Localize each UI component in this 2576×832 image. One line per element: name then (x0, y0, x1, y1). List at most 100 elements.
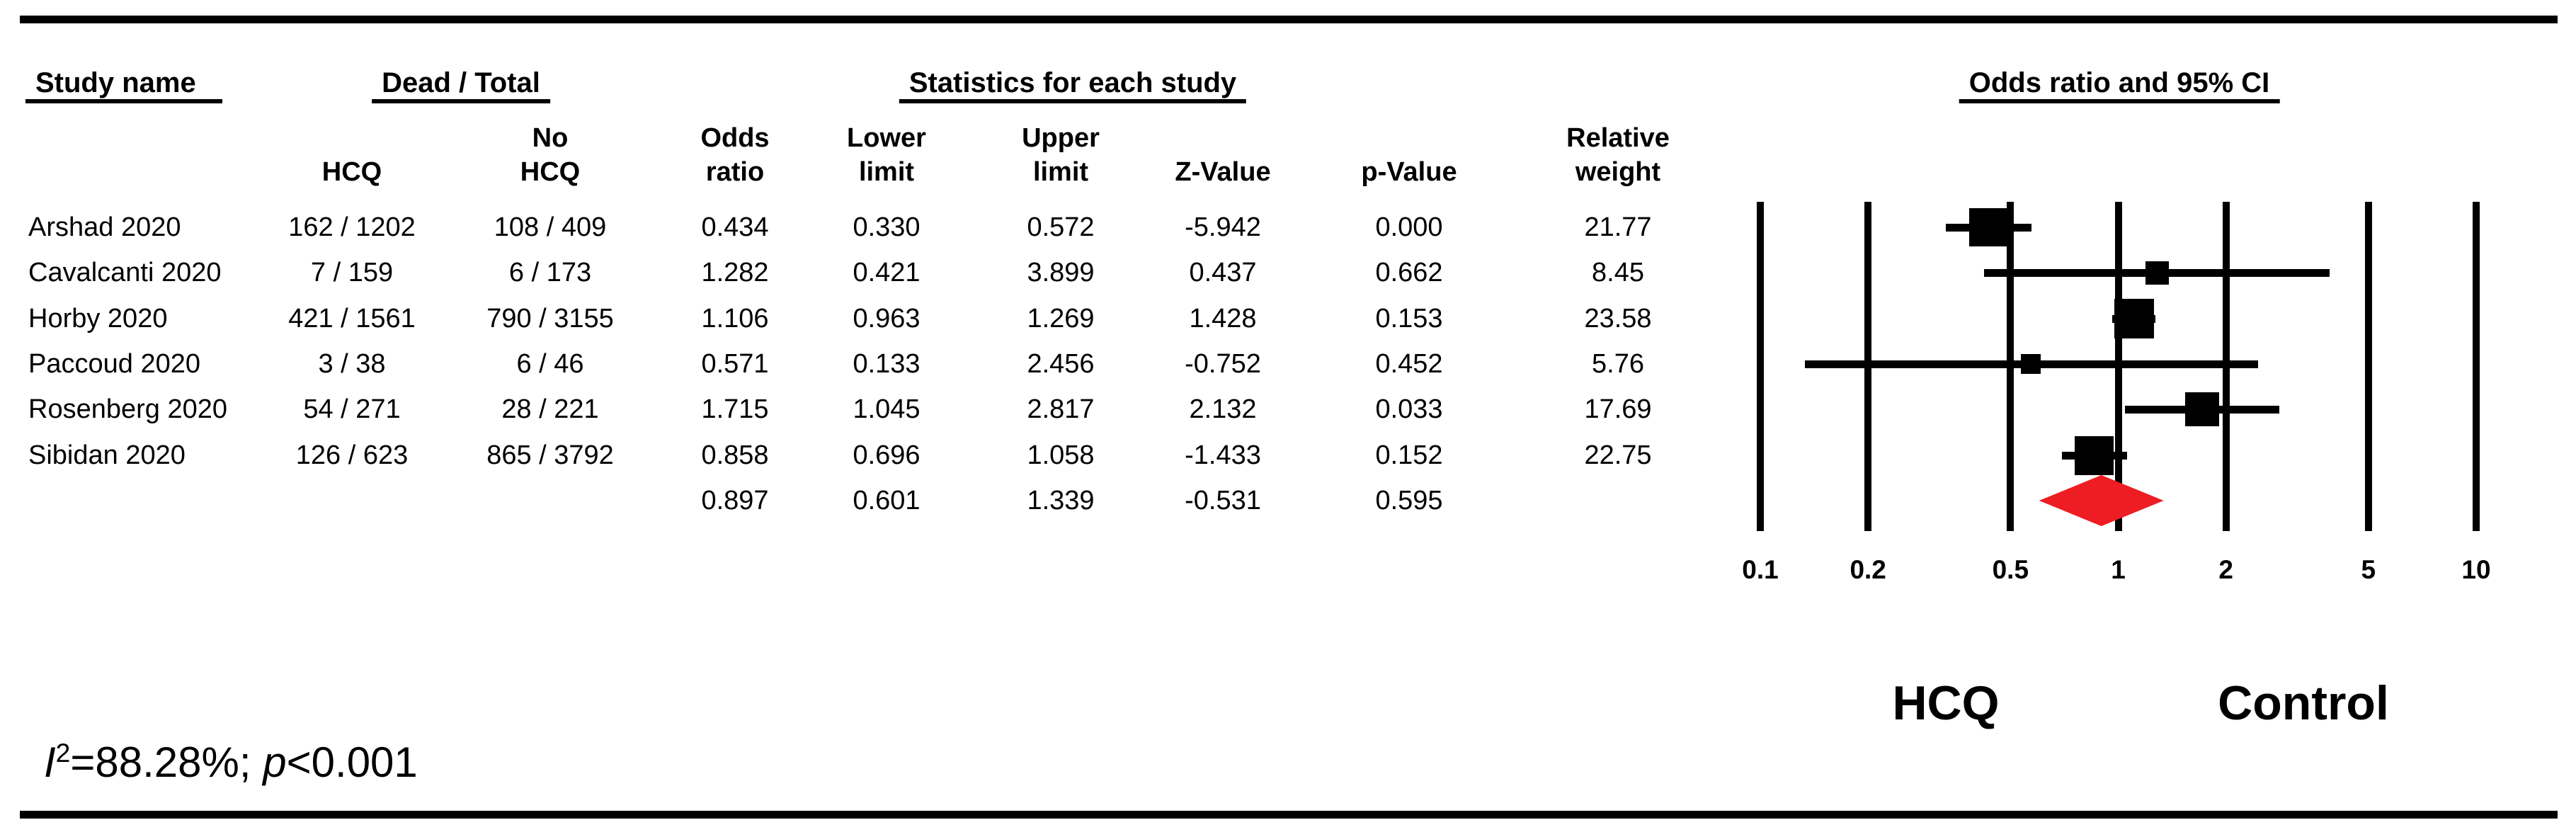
summary-diamond (2039, 475, 2164, 526)
cell-lower: 0.696 (853, 440, 921, 470)
cell-name: Cavalcanti 2020 (28, 258, 222, 287)
column-header-p: p-Value (1361, 157, 1457, 187)
axis-tick-label: 5 (2361, 555, 2376, 584)
or-square (2075, 436, 2114, 475)
cell-name: Arshad 2020 (28, 212, 181, 242)
table-row: Cavalcanti 2020 7 / 159 6 / 173 1.282 0.421 3… (0, 256, 1756, 290)
axis-tick-label: 0.1 (1742, 555, 1779, 584)
cell-no_hcq: 790 / 3155 (486, 304, 614, 334)
cell-weight: 22.75 (1584, 440, 1652, 470)
cell-name: Paccoud 2020 (28, 349, 200, 379)
group-label-control: Control (2218, 676, 2389, 730)
i-squared-symbol: I (44, 739, 56, 786)
p-value-text: <0.001 (286, 739, 418, 786)
i-squared-value: =88.28%; (70, 739, 263, 786)
cell-upper: 1.269 (1027, 304, 1095, 334)
cell-upper: 1.339 (1027, 486, 1095, 515)
cell-hcq: 421 / 1561 (288, 304, 416, 334)
cell-z: -5.942 (1185, 212, 1261, 242)
cell-z: 0.437 (1189, 258, 1257, 287)
cell-lower: 0.133 (853, 349, 921, 379)
cell-upper: 0.572 (1027, 212, 1095, 242)
or-square (1969, 208, 2007, 246)
column-header-z: Z-Value (1175, 157, 1271, 187)
or-square (2185, 392, 2219, 426)
cell-no_hcq: 865 / 3792 (486, 440, 614, 470)
cell-z: -1.433 (1185, 440, 1261, 470)
table-row: Arshad 2020 162 / 1202 108 / 409 0.434 0.330… (0, 210, 1756, 244)
cell-p: 0.153 (1375, 304, 1443, 334)
cell-weight: 8.45 (1592, 258, 1644, 287)
cell-or: 0.897 (701, 486, 769, 515)
cell-no_hcq: 28 / 221 (501, 394, 599, 424)
heterogeneity-note: I2=88.28%; p<0.001 (44, 737, 418, 788)
cell-p: 0.152 (1375, 440, 1443, 470)
cell-lower: 0.330 (853, 212, 921, 242)
cell-hcq: 3 / 38 (318, 349, 386, 379)
cell-lower: 0.421 (853, 258, 921, 287)
summary-row: 0.897 0.601 1.339 -0.531 0.595 (0, 484, 1756, 518)
cell-p: 0.000 (1375, 212, 1443, 242)
cell-lower: 0.601 (853, 486, 921, 515)
column-group-dead-total: Dead / Total (372, 67, 550, 103)
axis-tick-label: 10 (2461, 555, 2491, 584)
axis-tick-label: 0.2 (1850, 555, 1886, 584)
cell-or: 0.858 (701, 440, 769, 470)
column-group-odds-ratio-ci: Odds ratio and 95% CI (1959, 67, 2280, 103)
column-header-no_hcq: No HCQ (520, 123, 581, 187)
or-square (2114, 299, 2154, 338)
cell-weight: 17.69 (1584, 394, 1652, 424)
cell-weight: 23.58 (1584, 304, 1652, 334)
cell-no_hcq: 108 / 409 (494, 212, 607, 242)
column-group-statistics: Statistics for each study (899, 67, 1247, 103)
cell-p: 0.033 (1375, 394, 1443, 424)
axis-tick-label: 1 (2111, 555, 2126, 584)
cell-upper: 3.899 (1027, 258, 1095, 287)
group-label-hcq: HCQ (1892, 676, 2000, 730)
cell-no_hcq: 6 / 173 (508, 258, 592, 287)
cell-z: 1.428 (1189, 304, 1257, 334)
cell-z: -0.531 (1185, 486, 1261, 515)
table-row: Paccoud 2020 3 / 38 6 / 46 0.571 0.133 2.456 -… (0, 347, 1756, 381)
top-border (20, 16, 2558, 23)
table-row: Sibidan 2020 126 / 623 865 / 3792 0.858 0.69… (0, 438, 1756, 472)
column-header-or: Odds ratio (700, 123, 770, 187)
cell-z: -0.752 (1185, 349, 1261, 379)
cell-p: 0.595 (1375, 486, 1443, 515)
cell-lower: 1.045 (853, 394, 921, 424)
cell-or: 0.434 (701, 212, 769, 242)
cell-p: 0.452 (1375, 349, 1443, 379)
column-group-label: Study name (35, 67, 196, 98)
column-group-label: Statistics for each study (908, 67, 1237, 98)
bottom-border (20, 811, 2558, 819)
column-header-hcq: HCQ (321, 157, 382, 187)
column-group-label: Odds ratio and 95% CI (1968, 67, 2270, 98)
gridline-10 (2473, 202, 2480, 531)
cell-or: 1.715 (701, 394, 769, 424)
gridline-0.1 (1757, 202, 1764, 531)
gridline-5 (2364, 202, 2372, 531)
cell-name: Rosenberg 2020 (28, 394, 227, 424)
or-square (2021, 354, 2041, 374)
table-row: Horby 2020 421 / 1561 790 / 3155 1.106 0.963… (0, 302, 1756, 336)
column-group-study-name: Study name (25, 67, 222, 103)
cell-lower: 0.963 (853, 304, 921, 334)
column-header-lower: Lower limit (847, 123, 926, 187)
p-symbol: p (263, 739, 287, 786)
cell-hcq: 54 / 271 (303, 394, 401, 424)
cell-p: 0.662 (1375, 258, 1443, 287)
or-square (2145, 261, 2169, 285)
cell-or: 1.282 (701, 258, 769, 287)
column-group-label: Dead / Total (382, 67, 540, 98)
cell-hcq: 162 / 1202 (288, 212, 416, 242)
cell-upper: 1.058 (1027, 440, 1095, 470)
axis-tick-label: 0.5 (1992, 555, 2029, 584)
cell-or: 1.106 (701, 304, 769, 334)
cell-name: Horby 2020 (28, 304, 168, 334)
cell-upper: 2.456 (1027, 349, 1095, 379)
i-squared-exponent: 2 (55, 738, 71, 768)
table-row: Rosenberg 2020 54 / 271 28 / 221 1.715 1.045… (0, 392, 1756, 426)
cell-or: 0.571 (701, 349, 769, 379)
cell-name: Sibidan 2020 (28, 440, 186, 470)
